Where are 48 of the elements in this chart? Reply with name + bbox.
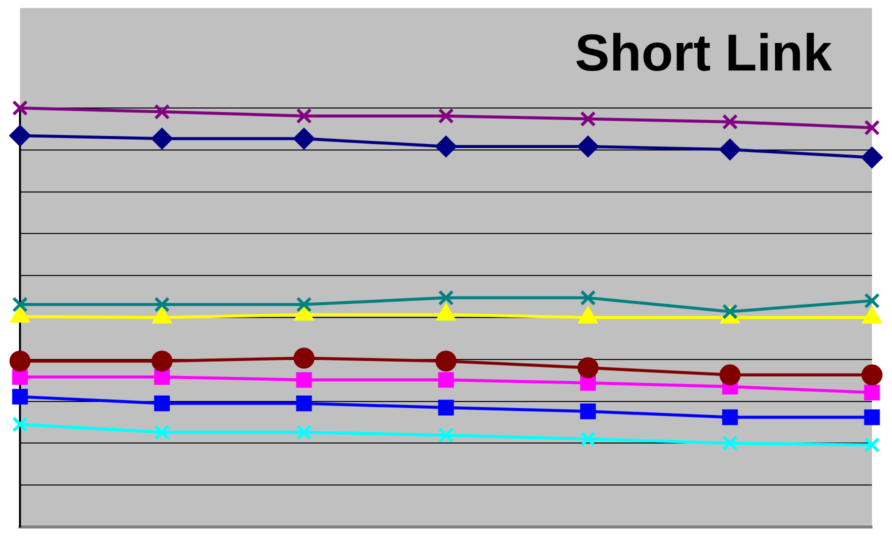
point (438, 108, 454, 124)
point (864, 384, 880, 400)
point (436, 136, 456, 158)
point (12, 296, 28, 312)
point (862, 146, 882, 168)
point (580, 111, 596, 127)
point (296, 108, 312, 124)
point (862, 364, 882, 386)
point (10, 350, 30, 372)
point (296, 296, 312, 312)
point (296, 372, 312, 388)
point (864, 409, 880, 426)
point (580, 403, 596, 420)
point (10, 125, 30, 146)
point (438, 427, 454, 444)
point (864, 437, 880, 453)
point (722, 409, 738, 426)
point (580, 290, 596, 306)
point (152, 350, 172, 372)
point (578, 136, 598, 158)
point (12, 369, 28, 385)
point (154, 424, 170, 440)
point (154, 396, 170, 412)
point (12, 100, 28, 116)
point (152, 128, 172, 150)
point (294, 348, 314, 369)
point (580, 431, 596, 447)
point (438, 372, 454, 388)
point (720, 364, 740, 386)
point (154, 296, 170, 312)
point (12, 388, 28, 405)
point (722, 114, 738, 130)
point (864, 292, 880, 309)
point (438, 290, 454, 306)
point (436, 350, 456, 372)
point (722, 435, 738, 452)
point (154, 369, 170, 385)
point (294, 128, 314, 150)
point (12, 416, 28, 432)
chart-title: Short Link (574, 24, 832, 82)
point (580, 375, 596, 391)
point (720, 138, 740, 160)
point (154, 104, 170, 120)
point (864, 120, 880, 136)
point (296, 396, 312, 412)
point (578, 357, 598, 378)
point (438, 400, 454, 416)
point (296, 424, 312, 440)
